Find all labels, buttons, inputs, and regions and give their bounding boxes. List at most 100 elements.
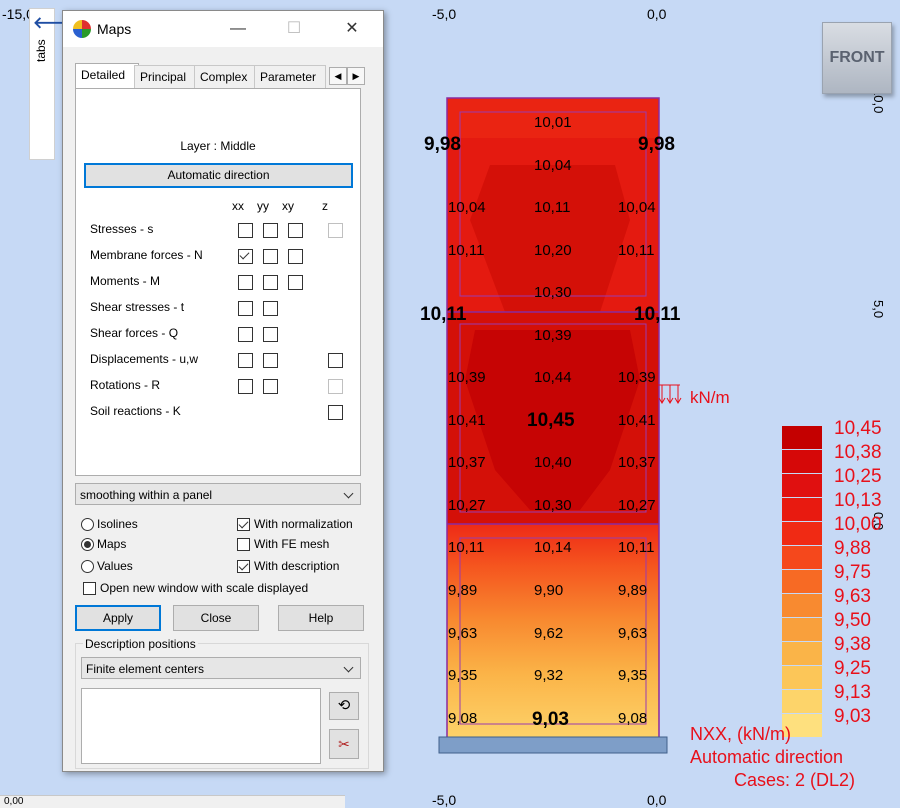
smoothing-select[interactable]: smoothing within a panel xyxy=(75,483,361,505)
dialog-title: Maps xyxy=(97,21,132,37)
plate-value-label: 10,11 xyxy=(618,539,655,556)
radio-maps[interactable] xyxy=(81,538,94,551)
maximize-button[interactable]: ☐ xyxy=(286,20,302,37)
direction-label: Automatic direction xyxy=(690,747,844,767)
tab-parameter[interactable]: Parameter xyxy=(254,65,326,88)
checkbox-z[interactable] xyxy=(328,353,343,368)
checkbox-xx[interactable] xyxy=(238,379,253,394)
smoothing-select-value: smoothing within a panel xyxy=(80,488,213,502)
plate-value-label: 9,63 xyxy=(448,625,478,642)
tabs-panel[interactable] xyxy=(29,8,55,160)
tab-bar: Detailed Principal Complex Parameter ◀ ▶ xyxy=(75,63,371,89)
legend-value: 9,75 xyxy=(834,562,871,583)
row-label: Shear forces - Q xyxy=(90,326,179,340)
checkbox-yy[interactable] xyxy=(263,275,278,290)
open-new-window-checkbox[interactable] xyxy=(83,582,96,595)
col-header-z: z xyxy=(322,199,328,213)
dialog-titlebar[interactable] xyxy=(63,11,383,47)
plate-value-label: 9,89 xyxy=(448,582,478,599)
checkbox-yy[interactable] xyxy=(263,353,278,368)
tab-scroll-left-icon[interactable]: ◀ xyxy=(329,67,347,85)
checkbox-z xyxy=(328,223,343,238)
plate-value-label: 9,89 xyxy=(618,582,648,599)
open-new-window-label: Open new window with scale displayed xyxy=(100,581,309,595)
with-normalization-label: With normalization xyxy=(254,517,353,531)
tab-principal[interactable]: Principal xyxy=(134,65,198,88)
load-unit-label: kN/m xyxy=(690,388,730,407)
tab-scroll-right-icon[interactable]: ▶ xyxy=(347,67,365,85)
checkbox-xx[interactable] xyxy=(238,249,253,264)
refresh-icon[interactable]: ⟲ xyxy=(329,692,359,720)
apply-button[interactable]: Apply xyxy=(75,605,161,631)
checkbox-yy[interactable] xyxy=(263,249,278,264)
tab-detailed[interactable]: Detailed xyxy=(75,63,139,89)
plate-value-label: 9,98 xyxy=(424,134,461,155)
legend-value: 9,03 xyxy=(834,706,871,727)
radio-isolines[interactable] xyxy=(81,518,94,531)
col-header-xx: xx xyxy=(232,199,244,213)
checkbox-yy[interactable] xyxy=(263,379,278,394)
plate-value-label: 10,11 xyxy=(618,242,655,259)
minimize-button[interactable]: — xyxy=(230,20,246,37)
help-button[interactable]: Help xyxy=(278,605,364,631)
chevron-down-icon xyxy=(343,488,354,499)
legend-swatch xyxy=(782,594,822,617)
description-list[interactable] xyxy=(81,688,321,764)
bottom-toolbar xyxy=(0,795,345,808)
radio-isolines-label: Isolines xyxy=(97,517,138,531)
plate-value-label: 10,41 xyxy=(618,412,656,429)
plate-value-label: 10,30 xyxy=(534,284,572,301)
plate-value-label: 10,27 xyxy=(618,497,656,514)
with-normalization-checkbox[interactable] xyxy=(237,518,250,531)
legend-swatch xyxy=(782,618,822,641)
description-position-select[interactable]: Finite element centers xyxy=(81,657,361,679)
checkbox-xx[interactable] xyxy=(238,275,253,290)
close-window-button[interactable]: ✕ xyxy=(345,20,359,37)
legend-value: 10,00 xyxy=(834,514,882,535)
layer-label: Layer : Middle xyxy=(180,139,256,153)
legend-value: 9,25 xyxy=(834,658,871,679)
plate-value-label: 10,45 xyxy=(527,410,575,431)
radio-maps-label: Maps xyxy=(97,537,127,551)
plate-value-label: 10,20 xyxy=(534,242,572,259)
checkbox-yy[interactable] xyxy=(263,301,278,316)
legend-value: 10,25 xyxy=(834,466,882,487)
with-fe-mesh-checkbox[interactable] xyxy=(237,538,250,551)
result-type-label: NXX, (kN/m) xyxy=(690,724,791,744)
row-label: Stresses - s xyxy=(90,222,154,236)
checkbox-xy[interactable] xyxy=(288,249,303,264)
with-description-checkbox[interactable] xyxy=(237,560,250,573)
row-label: Shear stresses - t xyxy=(90,300,185,314)
view-cube-front[interactable]: FRONT xyxy=(822,22,892,94)
plate-value-label: 10,11 xyxy=(448,539,485,556)
tab-complex[interactable]: Complex xyxy=(194,65,258,88)
legend-value: 10,45 xyxy=(834,418,882,439)
legend-swatch xyxy=(782,642,822,665)
scissors-icon[interactable]: ✂ xyxy=(329,729,359,759)
legend-swatch xyxy=(782,522,822,545)
row-label: Rotations - R xyxy=(90,378,161,392)
close-button[interactable]: Close xyxy=(173,605,259,631)
checkbox-yy[interactable] xyxy=(263,223,278,238)
checkbox-xy[interactable] xyxy=(288,223,303,238)
checkbox-xx[interactable] xyxy=(238,301,253,316)
checkbox-xx[interactable] xyxy=(238,353,253,368)
checkbox-xy[interactable] xyxy=(288,275,303,290)
checkbox-yy[interactable] xyxy=(263,327,278,342)
plate-value-label: 9,62 xyxy=(534,625,564,642)
checkbox-z[interactable] xyxy=(328,405,343,420)
radio-values[interactable] xyxy=(81,560,94,573)
plate-value-label: 9,32 xyxy=(534,667,564,684)
maps-dialog: Maps — ☐ ✕ Detailed Principal Complex Pa… xyxy=(62,10,384,772)
legend-value: 9,50 xyxy=(834,610,871,631)
plate-value-label: 10,11 xyxy=(534,199,571,216)
with-fe-mesh-label: With FE mesh xyxy=(254,537,330,551)
checkbox-z xyxy=(328,379,343,394)
row-label: Moments - M xyxy=(90,274,161,288)
with-description-label: With description xyxy=(254,559,340,573)
checkbox-xx[interactable] xyxy=(238,327,253,342)
automatic-direction-button[interactable]: Automatic direction xyxy=(84,163,353,188)
detailed-panel: Layer : Middle Automatic direction xx yy… xyxy=(75,88,361,476)
checkbox-xx[interactable] xyxy=(238,223,253,238)
plate-value-label: 10,14 xyxy=(534,539,572,556)
